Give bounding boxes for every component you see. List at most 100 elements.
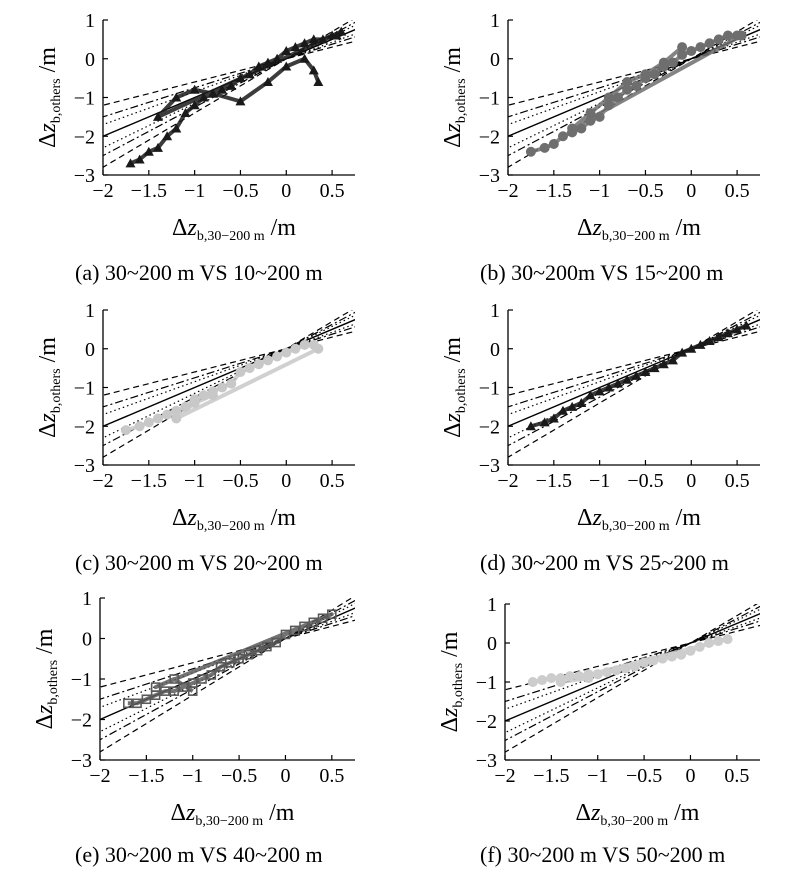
x-tick-label: 0 — [281, 180, 291, 202]
data-trace — [129, 29, 344, 166]
x-tick-label: −1 — [589, 180, 610, 202]
x-tick-label: 0 — [280, 765, 290, 787]
y-tick-label: −3 — [74, 455, 95, 477]
dashdot-guide-line — [508, 36, 760, 118]
x-tick-label: −0.5 — [222, 180, 258, 202]
dotted-guide-line — [100, 612, 355, 708]
x-tick-label: −1 — [587, 765, 608, 787]
x-tick-label: −1.5 — [128, 765, 164, 787]
x-tick-label: −1.5 — [131, 470, 167, 492]
dashed-guide-line — [103, 330, 355, 396]
y-tick-label: 1 — [85, 10, 95, 32]
y-tick-label: −3 — [74, 165, 95, 187]
x-axis-label: Δzb,30−200 m /m — [577, 505, 701, 534]
x-axis-label: Δzb,30−200 m /m — [171, 800, 295, 829]
panel-caption: (c) 30~200 m VS 20~200 m — [75, 550, 323, 575]
x-tick-label: 0.5 — [725, 470, 750, 492]
y-tick-label: −1 — [476, 672, 497, 694]
x-tick-label: 0.5 — [320, 180, 345, 202]
panel-caption: (f) 30~200 m VS 50~200 m — [480, 842, 725, 867]
y-axis-label: Δzb,others /m — [32, 628, 61, 729]
data-trace — [127, 612, 334, 706]
panel-caption: (b) 30~200m VS 15~200 m — [480, 260, 723, 285]
dashed-guide-line — [508, 330, 760, 396]
x-axis-label: Δzb,30−200 m /m — [577, 215, 701, 244]
y-tick-label: −1 — [71, 669, 92, 691]
x-tick-label: −0.5 — [222, 470, 258, 492]
y-tick-label: −1 — [74, 88, 95, 110]
y-tick-label: −2 — [74, 126, 95, 148]
y-tick-label: −1 — [479, 88, 500, 110]
data-trace — [532, 637, 730, 684]
dashed-guide-line — [100, 619, 355, 688]
dashdot-guide-line — [103, 326, 355, 408]
x-tick-label: −1.5 — [536, 470, 572, 492]
x-axis-label: Δzb,30−200 m /m — [172, 215, 296, 244]
y-tick-label: −1 — [74, 378, 95, 400]
y-tick-label: −2 — [74, 416, 95, 438]
y-tick-label: −2 — [71, 710, 92, 732]
dotted-guide-line — [103, 33, 355, 126]
x-tick-label: −1 — [589, 470, 610, 492]
dashdot-guide-line — [508, 326, 760, 408]
dashdot-guide-line — [100, 615, 355, 700]
panel-caption: (a) 30~200 m VS 10~200 m — [75, 260, 323, 285]
x-tick-label: −1.5 — [536, 180, 572, 202]
dotted-guide-line — [103, 323, 355, 416]
y-tick-label: 1 — [487, 594, 497, 616]
x-tick-label: −2 — [497, 180, 518, 202]
y-tick-label: 1 — [490, 300, 500, 322]
center-fit-line — [103, 318, 355, 428]
dashed-guide-line — [508, 310, 758, 458]
data-trace — [530, 33, 744, 154]
x-tick-label: 0 — [686, 470, 696, 492]
dashdot-guide-line — [505, 620, 760, 703]
y-tick-label: −2 — [479, 416, 500, 438]
y-axis-label: Δzb,others /m — [440, 337, 469, 438]
dotted-guide-line — [505, 608, 760, 734]
y-tick-label: 1 — [82, 588, 92, 610]
dashdot-guide-line — [103, 36, 355, 118]
x-tick-label: −2 — [497, 470, 518, 492]
y-tick-label: −1 — [479, 378, 500, 400]
x-tick-label: −0.5 — [627, 470, 663, 492]
dashed-guide-line — [103, 310, 353, 458]
x-tick-label: 0.5 — [725, 180, 750, 202]
data-point — [187, 686, 198, 696]
x-tick-label: −0.5 — [626, 765, 662, 787]
y-axis-label: Δzb,others /m — [437, 631, 466, 732]
x-tick-label: −0.5 — [221, 765, 257, 787]
y-tick-label: 0 — [487, 633, 497, 655]
x-tick-label: 0.5 — [724, 765, 749, 787]
x-tick-label: −0.5 — [627, 180, 663, 202]
x-tick-label: 0 — [685, 765, 695, 787]
dashed-guide-line — [505, 604, 758, 753]
y-tick-label: 1 — [490, 10, 500, 32]
y-tick-label: −2 — [476, 711, 497, 733]
x-axis-label: Δzb,30−200 m /m — [576, 800, 700, 829]
y-tick-label: 1 — [85, 300, 95, 322]
y-tick-label: 0 — [82, 629, 92, 651]
dashed-guide-line — [508, 40, 760, 106]
x-tick-label: −1 — [182, 765, 203, 787]
x-tick-label: −1 — [184, 180, 205, 202]
panel-caption: (e) 30~200 m VS 40~200 m — [75, 842, 323, 867]
y-tick-label: 0 — [85, 49, 95, 71]
dotted-guide-line — [100, 602, 355, 733]
y-axis-label: Δzb,others /m — [440, 47, 469, 148]
x-axis-label: Δzb,30−200 m /m — [172, 505, 296, 534]
x-tick-label: 0.5 — [320, 470, 345, 492]
x-tick-label: 0.5 — [319, 765, 344, 787]
y-tick-label: 0 — [85, 339, 95, 361]
dashed-guide-line — [103, 20, 353, 168]
x-tick-label: −1.5 — [131, 180, 167, 202]
y-axis-label: Δzb,others /m — [35, 337, 64, 438]
y-tick-label: −3 — [479, 165, 500, 187]
